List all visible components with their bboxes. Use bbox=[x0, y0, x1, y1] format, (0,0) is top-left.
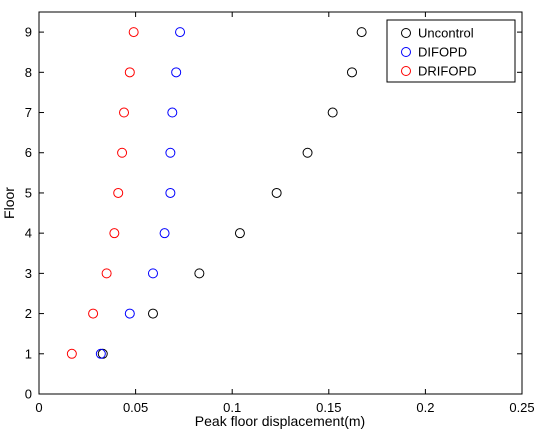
point-drifopd bbox=[109, 228, 120, 239]
point-drifopd bbox=[66, 348, 77, 359]
x-axis: 0 0.05 0.1 0.15 0.2 0.25 bbox=[35, 12, 535, 415]
x-tick-label: 0.25 bbox=[509, 400, 534, 415]
legend-label-difopd: DIFOPD bbox=[418, 45, 467, 60]
point-drifopd bbox=[117, 147, 128, 158]
point-drifopd bbox=[128, 27, 139, 38]
point-difopd bbox=[167, 107, 178, 118]
point-uncontrol bbox=[147, 308, 158, 319]
x-tick-label: 0.2 bbox=[416, 400, 434, 415]
point-uncontrol bbox=[271, 187, 282, 198]
point-difopd bbox=[165, 187, 176, 198]
point-difopd bbox=[159, 228, 170, 239]
y-axis-label: Floor bbox=[1, 187, 17, 219]
y-tick-label: 7 bbox=[25, 105, 32, 120]
y-tick-label: 2 bbox=[25, 306, 32, 321]
legend: Uncontrol DIFOPD DRIFOPD bbox=[386, 19, 516, 83]
point-uncontrol bbox=[234, 228, 245, 239]
point-uncontrol bbox=[302, 147, 313, 158]
point-drifopd bbox=[124, 67, 135, 78]
legend-marker-uncontrol bbox=[401, 28, 411, 38]
point-drifopd bbox=[101, 268, 112, 279]
point-uncontrol bbox=[194, 268, 205, 279]
legend-marker-drifopd bbox=[401, 66, 411, 76]
legend-label-uncontrol: Uncontrol bbox=[418, 26, 474, 41]
y-tick-label: 0 bbox=[25, 387, 32, 402]
y-tick-label: 9 bbox=[25, 25, 32, 40]
y-tick-label: 3 bbox=[25, 266, 32, 281]
data-points bbox=[66, 27, 367, 359]
x-tick-label: 0.05 bbox=[123, 400, 148, 415]
legend-box bbox=[386, 19, 516, 83]
y-tick-label: 8 bbox=[25, 65, 32, 80]
y-tick-label: 6 bbox=[25, 145, 32, 160]
legend-label-drifopd: DRIFOPD bbox=[418, 64, 477, 79]
point-drifopd bbox=[119, 107, 130, 118]
y-tick-label: 4 bbox=[25, 226, 32, 241]
y-axis: 0 1 2 3 4 5 6 7 8 9 bbox=[25, 25, 522, 402]
point-drifopd bbox=[113, 187, 124, 198]
point-uncontrol bbox=[356, 27, 367, 38]
x-tick-label: 0 bbox=[35, 400, 42, 415]
point-difopd bbox=[171, 67, 182, 78]
y-tick-label: 1 bbox=[25, 346, 32, 361]
point-uncontrol bbox=[327, 107, 338, 118]
point-difopd bbox=[95, 348, 106, 359]
x-tick-label: 0.15 bbox=[316, 400, 341, 415]
point-drifopd bbox=[88, 308, 99, 319]
point-difopd bbox=[165, 147, 176, 158]
point-uncontrol bbox=[346, 67, 357, 78]
x-axis-label: Peak floor displacement(m) bbox=[195, 413, 365, 429]
point-difopd bbox=[124, 308, 135, 319]
point-difopd bbox=[175, 27, 186, 38]
y-tick-label: 5 bbox=[25, 185, 32, 200]
legend-marker-difopd bbox=[401, 47, 411, 57]
point-difopd bbox=[147, 268, 158, 279]
x-tick-label: 0.1 bbox=[223, 400, 241, 415]
